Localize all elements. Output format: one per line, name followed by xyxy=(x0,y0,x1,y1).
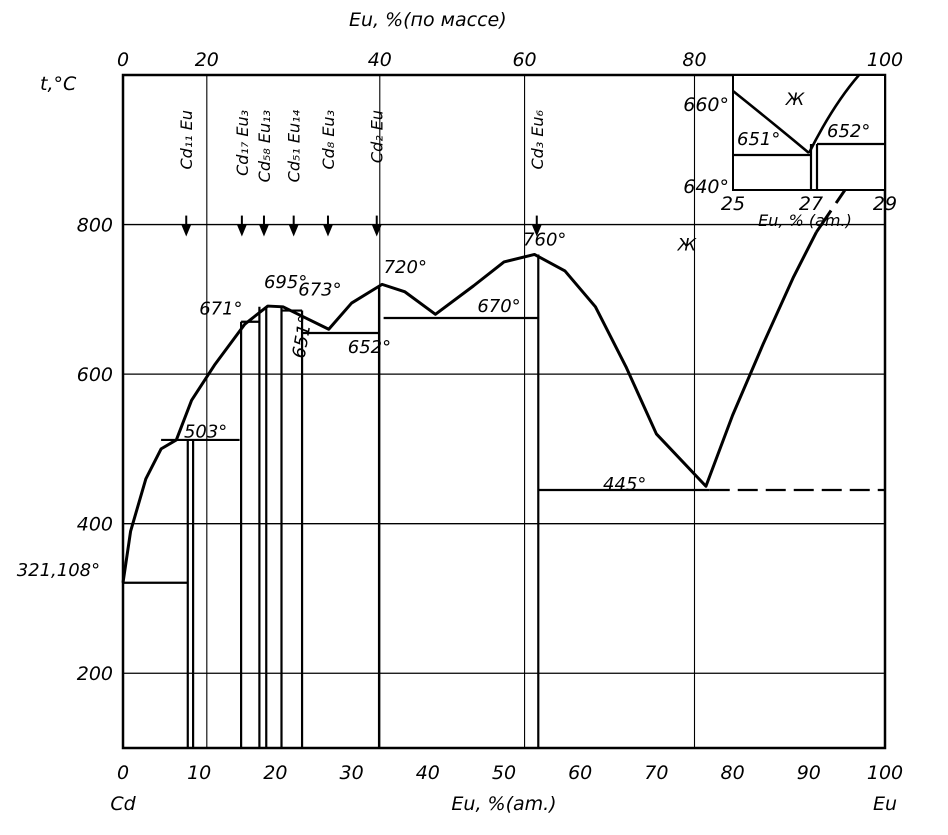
x-right-label: Eu xyxy=(873,793,897,815)
x-tick-label: 70 xyxy=(644,762,668,784)
labels: 200 400 600 800 0 20 40 60 80 100 0 10 20 30 40 50 60 70 8… xyxy=(17,9,903,815)
inset-x-tick: 29 xyxy=(873,193,897,215)
temperature-label: 671° xyxy=(199,298,242,319)
x-tick-label: 60 xyxy=(568,762,592,784)
top-tick-label: 0 xyxy=(117,49,129,71)
temperature-label: 720° xyxy=(384,257,427,278)
y-tick-label: 200 xyxy=(77,663,113,685)
compound-arrow-head xyxy=(181,224,192,237)
top-tick-label: 20 xyxy=(195,49,219,71)
temperature-label: 651° xyxy=(289,314,317,360)
y-tick-label: 400 xyxy=(77,514,113,536)
inset-x-tick: 27 xyxy=(799,193,823,215)
x-axis-title: Eu, %(am.) xyxy=(451,793,556,815)
x-tick-label: 100 xyxy=(867,762,903,784)
top-axis-title: Eu, %(по массе) xyxy=(349,9,507,31)
liquid-phase-label: Ж xyxy=(677,236,697,256)
inset: 651° 652° Ж 660° 640°25 27 29 Eu, % (am.) xyxy=(683,74,897,230)
x-tick-label: 20 xyxy=(263,762,287,784)
inset-y-tick: 660° xyxy=(683,94,729,116)
inset-liquid-label: Ж xyxy=(785,90,805,110)
top-tick-label: 100 xyxy=(867,49,903,71)
x-tick-label: 90 xyxy=(797,762,821,784)
compound-arrow-head xyxy=(371,224,382,237)
inset-liquidus-left xyxy=(732,89,810,154)
inset-label-652: 652° xyxy=(827,121,870,142)
compound-arrow-head xyxy=(322,224,333,237)
inset-liquidus-right xyxy=(807,74,860,154)
temperature-label: 503° xyxy=(184,422,227,443)
top-tick-label: 40 xyxy=(368,49,392,71)
compound-label: Cd₁₁ Eu xyxy=(177,110,196,170)
grid xyxy=(121,73,887,750)
plot-frame xyxy=(121,73,887,750)
inset-y-tick: 640° xyxy=(683,176,729,198)
compound-label: Cd₁₇ Eu₃ xyxy=(233,110,252,176)
y-tick-label: 800 xyxy=(77,215,113,237)
compound-arrow-head xyxy=(258,224,269,237)
y-axis-title: t,°C xyxy=(40,73,77,95)
compound-label: Cd₂ Eu xyxy=(368,110,387,163)
temperature-label: 760° xyxy=(523,229,566,250)
x-tick-label: 50 xyxy=(492,762,516,784)
y-tick-label: 600 xyxy=(77,364,113,386)
temperature-label: 652° xyxy=(348,337,391,358)
x-tick-label: 40 xyxy=(416,762,440,784)
x-tick-label: 80 xyxy=(721,762,745,784)
liquidus-line xyxy=(121,231,818,583)
temperature-label: 695° xyxy=(264,272,307,293)
inset-x-tick: 25 xyxy=(721,193,745,215)
temperature-label: 445° xyxy=(603,474,646,495)
x-tick-label: 0 xyxy=(117,762,129,784)
top-tick-label: 60 xyxy=(512,49,536,71)
x-tick-label: 30 xyxy=(340,762,364,784)
temperature-label: 673° xyxy=(298,280,341,301)
compound-label: Cd₅₁ Eu₁₄ xyxy=(285,109,304,182)
compound-arrow-head xyxy=(531,224,542,237)
x-tick-label: 10 xyxy=(187,762,211,784)
inset-frame xyxy=(732,74,886,191)
inset-x-axis-title: Eu, % (am.) xyxy=(758,211,852,230)
compound-arrow-head xyxy=(236,224,247,237)
liquidus-curve xyxy=(121,133,887,583)
top-tick-label: 80 xyxy=(682,49,706,71)
compound-arrow-head xyxy=(288,224,299,237)
inset-label-651: 651° xyxy=(737,129,780,150)
compound-label: Cd₅₈ Eu₁₃ xyxy=(255,110,274,182)
temperature-label: 321,108° xyxy=(17,560,100,581)
compound-label: Cd₈ Eu₃ xyxy=(319,110,338,170)
temperature-label: 670° xyxy=(477,296,520,317)
compound-label: Cd₃ Eu₆ xyxy=(528,109,547,169)
x-left-label: Cd xyxy=(110,793,136,815)
phase-lines xyxy=(123,215,885,748)
